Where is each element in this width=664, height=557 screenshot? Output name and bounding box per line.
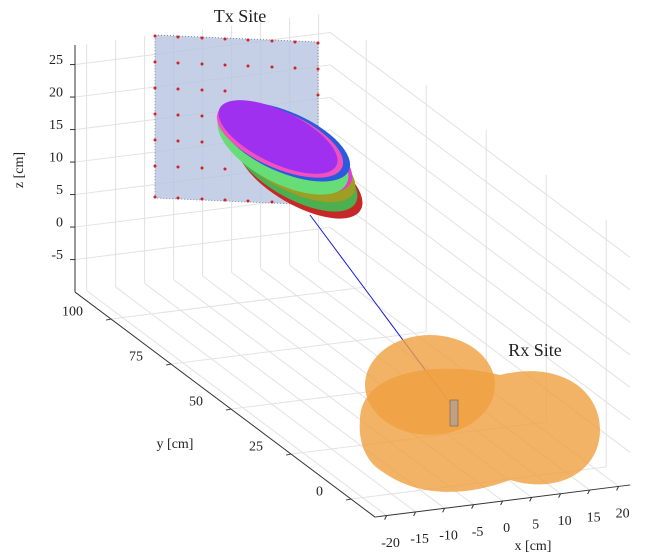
x-tick — [384, 515, 388, 520]
beam-lobes — [216, 100, 363, 219]
x-tick — [442, 508, 446, 513]
x-tick-label: -20 — [381, 536, 400, 551]
x-tick-label: -15 — [410, 532, 429, 547]
grid-line — [170, 331, 427, 365]
x-tick-label: 20 — [616, 507, 630, 522]
grid-line — [110, 286, 367, 320]
grid-line — [86, 290, 387, 516]
z-tick-label: 5 — [56, 183, 63, 198]
y-tick-label: 75 — [129, 349, 143, 364]
y-tick — [285, 453, 292, 456]
z-tick-label: 15 — [49, 118, 63, 133]
x-tick-label: 15 — [587, 510, 601, 525]
x-tick-label: 0 — [503, 521, 510, 536]
z-tick-label: 20 — [49, 85, 63, 100]
grid-line — [329, 162, 631, 388]
y-tick-label: 0 — [316, 484, 323, 499]
y-tick — [165, 363, 172, 366]
y-axis — [74, 291, 376, 518]
z-tick-label: 0 — [56, 215, 63, 230]
x-tick — [413, 511, 417, 517]
z-tick-label: 10 — [49, 150, 63, 165]
x-axis-label: x [cm] — [515, 539, 552, 554]
x-tick-label: 5 — [532, 518, 539, 533]
rx-label: Rx Site — [508, 340, 562, 360]
y-tick — [225, 408, 232, 411]
grid-line — [329, 64, 631, 291]
z-tick-label: 25 — [49, 53, 63, 68]
rx-pattern — [359, 335, 600, 492]
tx-elements — [153, 34, 320, 206]
x-tick-label: -10 — [439, 529, 458, 544]
y-tick-label: 25 — [249, 439, 263, 454]
grid-line — [329, 32, 631, 258]
x-tick-label: 10 — [558, 514, 572, 529]
grid-line — [329, 129, 631, 356]
z-tick-label: -5 — [51, 248, 63, 263]
grid-line — [74, 226, 331, 261]
x-tick-label: -5 — [472, 525, 484, 540]
y-axis-label: y [cm] — [157, 437, 194, 452]
x-tick — [529, 497, 533, 502]
x-tick — [587, 489, 591, 495]
x-tick — [616, 486, 620, 491]
grid-line — [115, 286, 416, 513]
y-tick-label: 100 — [62, 304, 83, 319]
grid-line — [329, 97, 631, 323]
y-tick — [345, 498, 352, 501]
x-tick — [471, 504, 475, 509]
axes: -20 -15 -10 -5 0 5 10 15 20 0 25 50 75 100 -5 0 5 10 15 20 2… — [49, 45, 631, 551]
y-tick-label: 50 — [189, 394, 203, 409]
x-tick — [558, 493, 562, 498]
y-tick — [105, 318, 112, 321]
grid-line — [329, 194, 631, 421]
tx-label: Tx Site — [214, 6, 267, 26]
z-axis-label: z [cm] — [12, 152, 27, 188]
x-tick — [500, 500, 504, 506]
